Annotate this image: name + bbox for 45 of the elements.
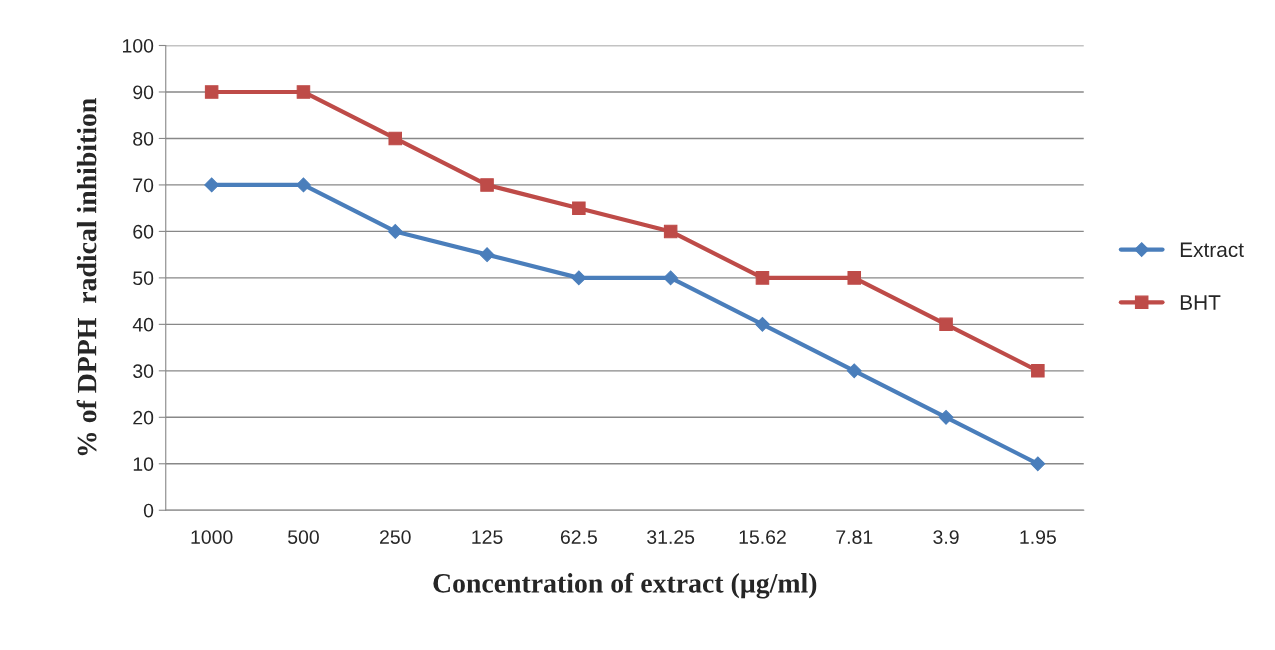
point — [1031, 364, 1045, 378]
point — [204, 177, 220, 193]
y-tick-label: 40 — [132, 317, 154, 332]
point — [938, 409, 954, 425]
point — [296, 85, 311, 99]
y-tick-label: 90 — [133, 85, 154, 100]
point — [479, 247, 495, 263]
y-tick-label: 100 — [122, 38, 154, 53]
point — [388, 131, 403, 146]
y-tick-label: 50 — [133, 271, 154, 286]
point — [755, 316, 770, 332]
point — [939, 317, 953, 332]
point — [846, 363, 862, 379]
y-tick-label: 10 — [133, 457, 154, 472]
x-axis-title: Concentration of extract (µg/ml) — [433, 572, 817, 599]
y-tick-label: 30 — [133, 364, 154, 379]
point — [663, 224, 678, 239]
y-tick-label: 20 — [133, 410, 154, 425]
x-tick-label: 3.9 — [933, 530, 959, 544]
y-tick-label: 70 — [133, 178, 154, 193]
x-tick-label: 15.62 — [739, 530, 786, 544]
legend-label: BHT — [1180, 295, 1221, 310]
legend-label: Extract — [1180, 242, 1244, 258]
x-tick-label: 62.5 — [560, 530, 597, 544]
point — [296, 177, 311, 193]
point — [387, 224, 403, 239]
x-tick-label: 500 — [288, 530, 319, 544]
x-tick-label: 31.25 — [647, 530, 695, 544]
y-tick-label: 0 — [143, 503, 154, 518]
x-tick-label: 125 — [472, 530, 503, 544]
x-tick-label: 250 — [380, 530, 411, 544]
y-tick-label: 60 — [133, 224, 154, 239]
x-tick-label: 1.95 — [1020, 530, 1056, 544]
point — [571, 270, 587, 286]
point — [663, 270, 679, 286]
y-axis-title: % of DPPH radical inhibition — [76, 98, 97, 456]
point — [480, 178, 494, 192]
point — [755, 271, 770, 285]
point — [1030, 456, 1046, 472]
point — [572, 201, 586, 215]
x-tick-label: 1000 — [191, 530, 233, 544]
point — [847, 271, 862, 285]
point — [204, 85, 219, 99]
y-tick-label: 80 — [133, 131, 154, 146]
x-tick-label: 7.81 — [836, 530, 873, 544]
